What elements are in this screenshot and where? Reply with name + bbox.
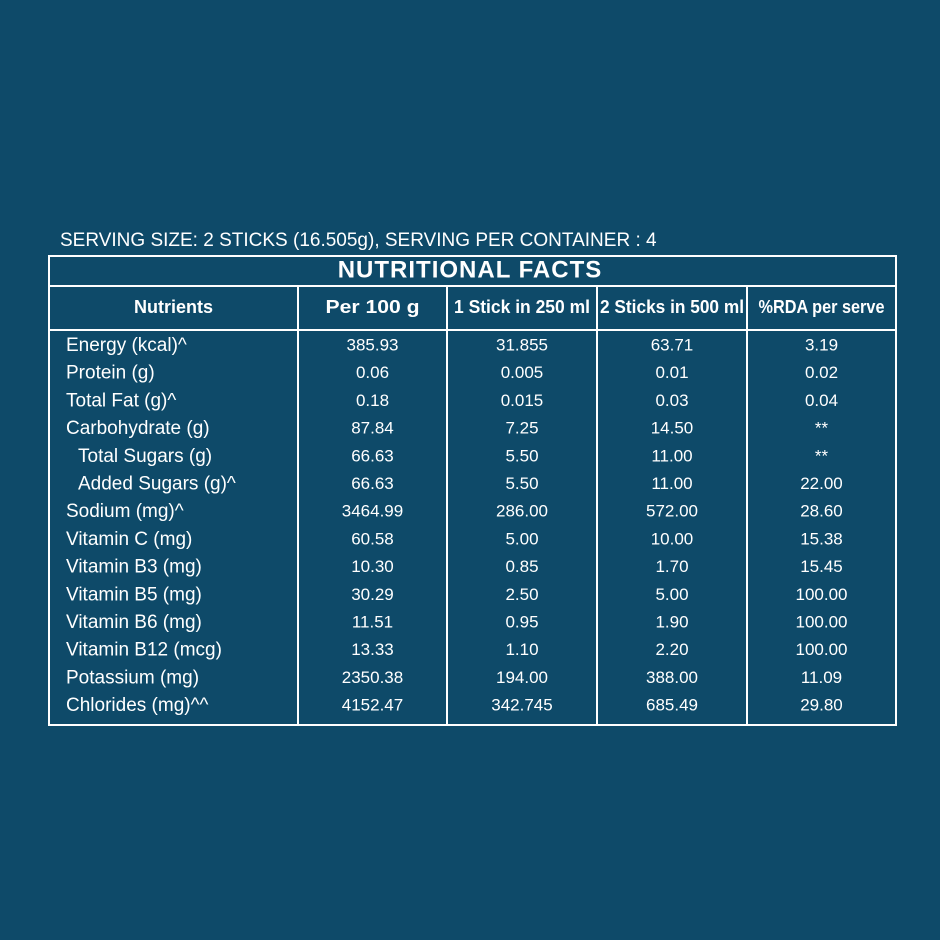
nutrient-value: 11.51 (352, 612, 393, 631)
nutrient-value: 5.00 (655, 585, 688, 604)
nutrient-value: 14.50 (651, 419, 694, 438)
nutrient-value: 0.04 (805, 391, 838, 410)
nutrient-value: ** (815, 419, 829, 438)
nutrient-name: Total Fat (g)^ (66, 390, 176, 411)
nutrient-value: 1.90 (655, 612, 688, 631)
nutrient-value: 7.25 (505, 419, 538, 438)
nutrient-value: 0.005 (501, 363, 544, 382)
nutrient-name: Added Sugars (g)^ (78, 474, 236, 495)
nutrient-value: 66.63 (351, 474, 394, 493)
nutrient-value: 572.00 (646, 502, 698, 521)
nutrient-name: Energy (kcal)^ (66, 335, 187, 356)
serving-info: SERVING SIZE: 2 STICKS (16.505g), SERVIN… (60, 230, 657, 251)
nutrient-value: 66.63 (351, 446, 394, 465)
column-header: %RDA per serve (759, 297, 885, 317)
nutrient-value: 2350.38 (342, 668, 403, 687)
nutrient-value: 0.015 (501, 391, 544, 410)
nutrient-value: 31.855 (496, 335, 548, 354)
nutrient-value: 15.38 (800, 529, 843, 548)
nutrient-name: Vitamin B6 (mg) (66, 612, 202, 633)
nutrient-value: 11.00 (651, 474, 692, 493)
nutrient-value: 3.19 (805, 335, 838, 354)
nutrient-value: 30.29 (351, 585, 394, 604)
nutrient-value: 1.70 (655, 557, 688, 576)
nutrient-value: 2.20 (655, 640, 688, 659)
nutrient-value: 388.00 (646, 668, 698, 687)
nutrient-value: 100.00 (796, 612, 848, 631)
table-frame (48, 255, 897, 726)
nutrient-value: 15.45 (800, 557, 843, 576)
column-header: 1 Stick in 250 ml (454, 297, 590, 317)
column-header: Per 100 g (326, 297, 420, 317)
table-title: NUTRITIONAL FACTS (338, 256, 603, 283)
nutrient-value: 194.00 (496, 668, 548, 687)
nutrient-value: 0.18 (356, 391, 389, 410)
nutrient-value: 63.71 (651, 335, 694, 354)
nutrient-name: Sodium (mg)^ (66, 501, 184, 522)
nutrient-value: 28.60 (800, 502, 843, 521)
nutrient-value: 0.06 (356, 363, 389, 382)
nutrient-value: 1.10 (505, 640, 538, 659)
nutrient-name: Vitamin B12 (mcg) (66, 640, 222, 661)
nutrient-name: Vitamin B3 (mg) (66, 557, 202, 578)
nutrient-name: Carbohydrate (g) (66, 418, 210, 439)
nutrient-value: 87.84 (351, 419, 394, 438)
nutrient-value: 342.745 (491, 696, 552, 715)
nutrient-value: 29.80 (800, 696, 843, 715)
nutrient-value: 10.00 (651, 529, 694, 548)
nutrient-name: Vitamin B5 (mg) (66, 584, 202, 605)
nutrient-value: 5.50 (505, 446, 538, 465)
nutrient-value: 0.85 (505, 557, 538, 576)
nutrient-name: Vitamin C (mg) (66, 529, 192, 550)
nutrient-value: 5.50 (505, 474, 538, 493)
column-header: Nutrients (134, 297, 213, 317)
nutrient-name: Chlorides (mg)^^ (66, 695, 209, 716)
nutrient-name: Total Sugars (g) (78, 446, 212, 467)
nutrient-value: 11.09 (801, 668, 842, 687)
nutrient-value: 11.00 (651, 446, 692, 465)
nutrient-value: 60.58 (351, 529, 394, 548)
nutrient-name: Protein (g) (66, 363, 155, 384)
nutrient-value: 4152.47 (342, 696, 403, 715)
nutrient-value: 385.93 (347, 335, 399, 354)
nutrient-value: 0.95 (505, 612, 538, 631)
nutrient-value: 100.00 (796, 640, 848, 659)
nutrient-value: 286.00 (496, 502, 548, 521)
nutrient-value: 2.50 (505, 585, 538, 604)
nutrient-value: 5.00 (505, 529, 538, 548)
nutrient-value: 0.02 (805, 363, 838, 382)
nutrient-value: ** (815, 446, 829, 465)
nutrient-value: 0.03 (655, 391, 688, 410)
column-header: 2 Sticks in 500 ml (600, 297, 744, 317)
nutrient-value: 13.33 (351, 640, 394, 659)
nutrient-value: 0.01 (655, 363, 688, 382)
nutrient-value: 22.00 (800, 474, 843, 493)
nutrient-name: Potassium (mg) (66, 667, 199, 688)
nutrient-value: 100.00 (796, 585, 848, 604)
nutrient-value: 10.30 (351, 557, 394, 576)
nutrient-value: 685.49 (646, 696, 698, 715)
nutrient-value: 3464.99 (342, 502, 403, 521)
